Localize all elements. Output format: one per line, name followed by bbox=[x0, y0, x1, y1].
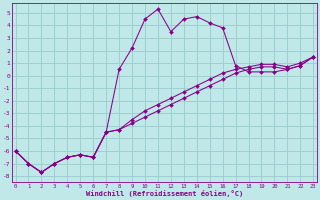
X-axis label: Windchill (Refroidissement éolien,°C): Windchill (Refroidissement éolien,°C) bbox=[86, 190, 243, 197]
